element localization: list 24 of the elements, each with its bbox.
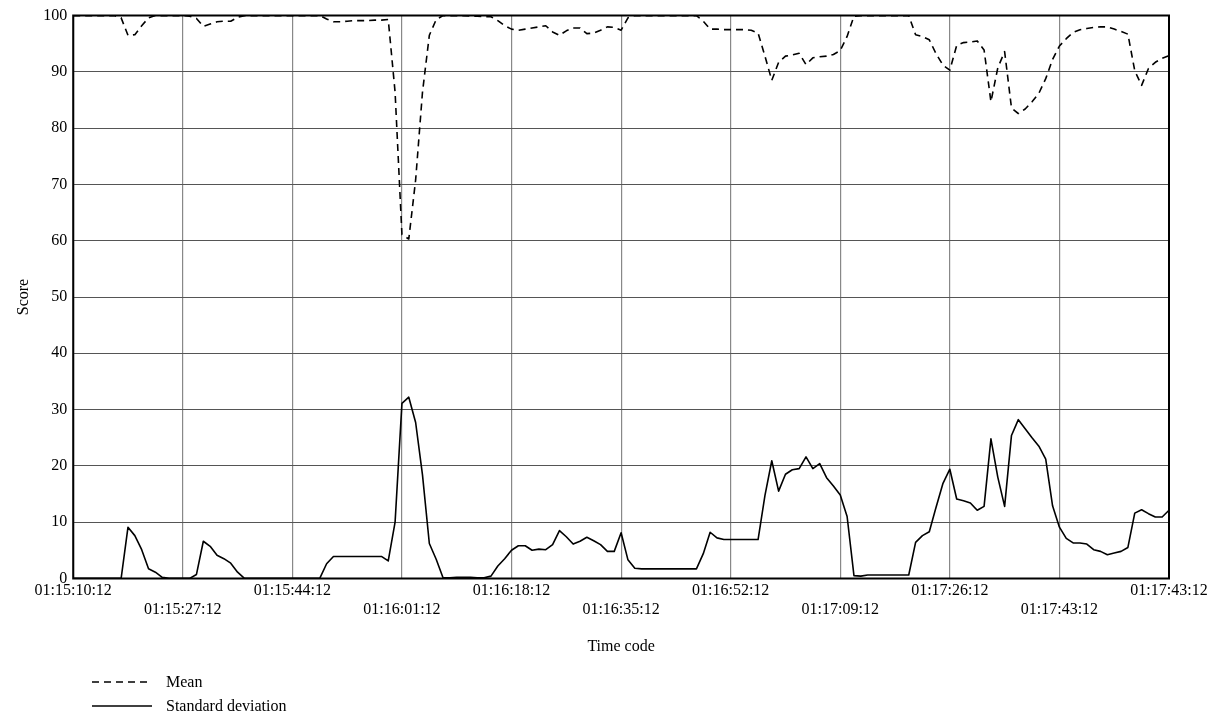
y-axis-title: Score xyxy=(13,278,31,316)
y-tick-label: 90 xyxy=(51,62,68,80)
legend-label: Standard deviation xyxy=(166,697,287,715)
y-tick-label: 100 xyxy=(43,5,68,23)
x-tick-label: 01:17:43:12 xyxy=(1020,600,1099,618)
x-tick-label: 01:16:01:12 xyxy=(363,600,441,618)
x-tick-label: 01:15:27:12 xyxy=(144,600,222,618)
x-tick-label: 01:17:43:12 xyxy=(1130,581,1208,599)
x-tick-label: 01:17:09:12 xyxy=(801,600,879,618)
y-tick-label: 10 xyxy=(51,512,68,530)
y-tick-label: 30 xyxy=(51,399,68,417)
legend-label: Mean xyxy=(166,673,203,691)
x-axis-title: Time code xyxy=(587,636,655,654)
x-tick-label: 01:16:35:12 xyxy=(582,600,660,618)
x-tick-label: 01:15:44:12 xyxy=(253,581,332,599)
x-tick-label: 01:17:26:12 xyxy=(911,581,989,599)
x-tick-label: 01:16:18:12 xyxy=(472,581,551,599)
y-tick-label: 50 xyxy=(51,287,68,305)
y-tick-label: 60 xyxy=(51,230,68,248)
y-tick-label: 70 xyxy=(51,174,68,192)
y-tick-label: 40 xyxy=(51,343,68,361)
y-tick-label: 80 xyxy=(51,118,68,136)
y-tick-label: 20 xyxy=(51,456,68,474)
x-tick-label: 01:16:52:12 xyxy=(692,581,770,599)
